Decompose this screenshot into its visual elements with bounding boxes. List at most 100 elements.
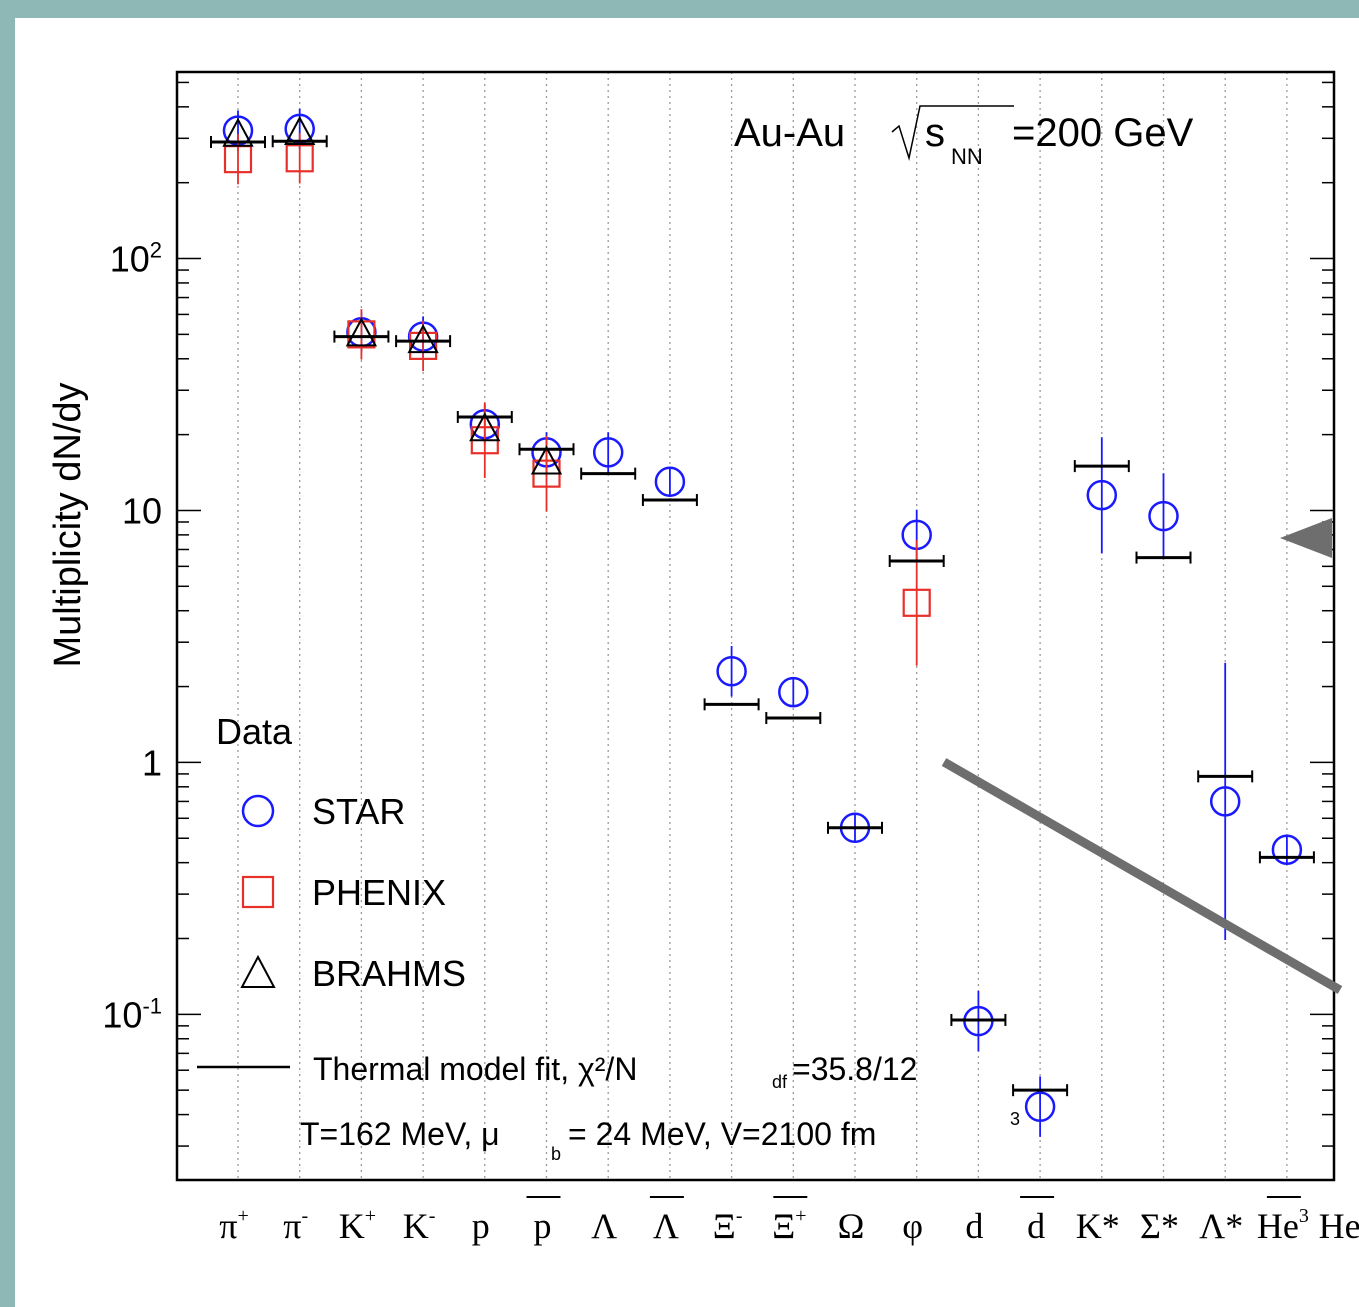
annotation-layer [941,518,1343,994]
x-tick-base: Λ [653,1206,679,1246]
x-tick-base: p [534,1206,552,1246]
legend-header: Data [216,711,293,752]
brahms-point [345,317,378,347]
legend-entry-label: BRAHMS [312,953,466,994]
diagonal-line [941,758,1343,994]
x-tick-label: π- [283,1205,308,1246]
x-tick-superscript: - [736,1205,743,1227]
grid-layer [237,72,1288,1180]
title-energy-subscript: NN [951,144,983,169]
x-tick-base: Λ* [1199,1206,1243,1246]
y-tick-label: 102 [110,238,162,280]
x-tick-label: p [534,1206,552,1246]
x-tick-label: p [472,1206,490,1246]
legend-fit-label: Thermal model fit, χ²/N [313,1051,637,1087]
legend-entry-label: STAR [312,791,405,832]
x-tick-label: d [1027,1206,1045,1246]
legend: Data STAR PHENIX BRAHMS Thermal model fit,… [197,711,1020,1164]
x-tick-base: φ [902,1206,923,1246]
x-tick-base: p [472,1206,490,1246]
legend-params-superscript: 3 [1010,1109,1020,1129]
title-energy-value: =200 GeV [1012,111,1194,155]
y-tick-exponent: 2 [150,238,162,263]
x-tick-label: Σ* [1140,1206,1179,1246]
x-tick-superscript: - [301,1205,308,1227]
y-tick-base: 10 [110,239,150,280]
star-point [654,466,686,498]
legend-brahms-marker [240,954,276,988]
x-tick-label: Λ [591,1206,617,1246]
x-tick-base: Λ [591,1206,617,1246]
star-point [1271,834,1303,866]
x-tick-label: φ [902,1206,923,1246]
x-tick-label: π+ [219,1205,248,1246]
legend-fit-value: =35.8/12 [792,1051,917,1087]
legend-star-marker [241,794,275,828]
chart-title: Au-Au s NN =200 GeV [734,105,1194,169]
star-point [1086,479,1118,511]
phenix-point [902,588,931,617]
x-tick-base: K [403,1206,429,1246]
star-point [1209,786,1241,817]
x-tick-label: K* [1076,1206,1120,1246]
x-tick-label: Ξ- [713,1205,743,1246]
y-tick-label: 10-1 [102,993,162,1035]
brahms-point [284,115,316,145]
x-tick-superscript: 3 [1299,1205,1309,1227]
title-system: Au-Au [734,111,845,155]
x-tick-base: Ω [838,1206,865,1246]
y-tick-exponent: -1 [142,993,162,1018]
x-tick-base: Ξ [713,1206,736,1246]
x-tick-base: π [219,1206,237,1246]
y-axis-label: Multiplicity dN/dy [47,382,89,667]
x-tick-label: He3 [1319,1205,1359,1246]
brahms-point [407,324,439,354]
x-tick-base: Σ* [1140,1206,1179,1246]
legend-params-t: T=162 MeV, μ [300,1116,500,1152]
star-point [1148,500,1179,532]
x-tick-base: π [283,1206,301,1246]
x-tick-label: Ξ+ [772,1205,806,1246]
slide-panel [15,18,1359,1307]
marks-layer [210,108,1315,1137]
legend-entry-label: PHENIX [312,872,446,913]
phenix-point [409,331,438,360]
legend-params-rest: = 24 MeV, V=2100 fm [568,1116,876,1152]
x-tick-label: Λ [653,1206,679,1246]
x-tick-base: d [965,1206,983,1246]
plot-frame [175,70,1336,1182]
sqrt-sign [891,105,1014,161]
legend-entries: STAR PHENIX BRAHMS [240,791,466,994]
brahms-point [530,445,563,475]
star-point [716,656,747,687]
x-tick-base: K [339,1206,365,1246]
y-tick-base: 10 [122,490,162,531]
star-point [592,437,624,468]
x-tick-superscript: - [429,1205,436,1227]
brahms-point [222,117,254,147]
x-tick-base: Ξ [772,1206,795,1246]
x-tick-label: K+ [339,1205,376,1246]
x-tick-label: Ω [838,1206,865,1246]
x-tick-base: d [1027,1206,1045,1246]
x-tick-base: K* [1076,1206,1120,1246]
ticks-layer [177,81,1334,1147]
x-tick-base: He [1319,1206,1359,1246]
y-tick-label: 1 [142,742,162,783]
y-tick-base: 1 [142,742,162,783]
x-tick-label: Λ* [1199,1206,1243,1246]
legend-phenix-marker [241,875,275,909]
x-tick-superscript: + [795,1205,806,1227]
brahms-point [469,412,501,442]
y-tick-base: 10 [102,994,142,1035]
y-tick-label: 10 [122,490,162,531]
phenix-point [285,144,314,173]
legend-fit-subscript: df [772,1072,788,1092]
star-point [778,676,809,708]
x-tick-superscript: + [237,1205,248,1227]
x-tick-label: K- [403,1205,436,1246]
x-tick-label: d [965,1206,983,1246]
x-tick-base: He [1257,1206,1299,1246]
